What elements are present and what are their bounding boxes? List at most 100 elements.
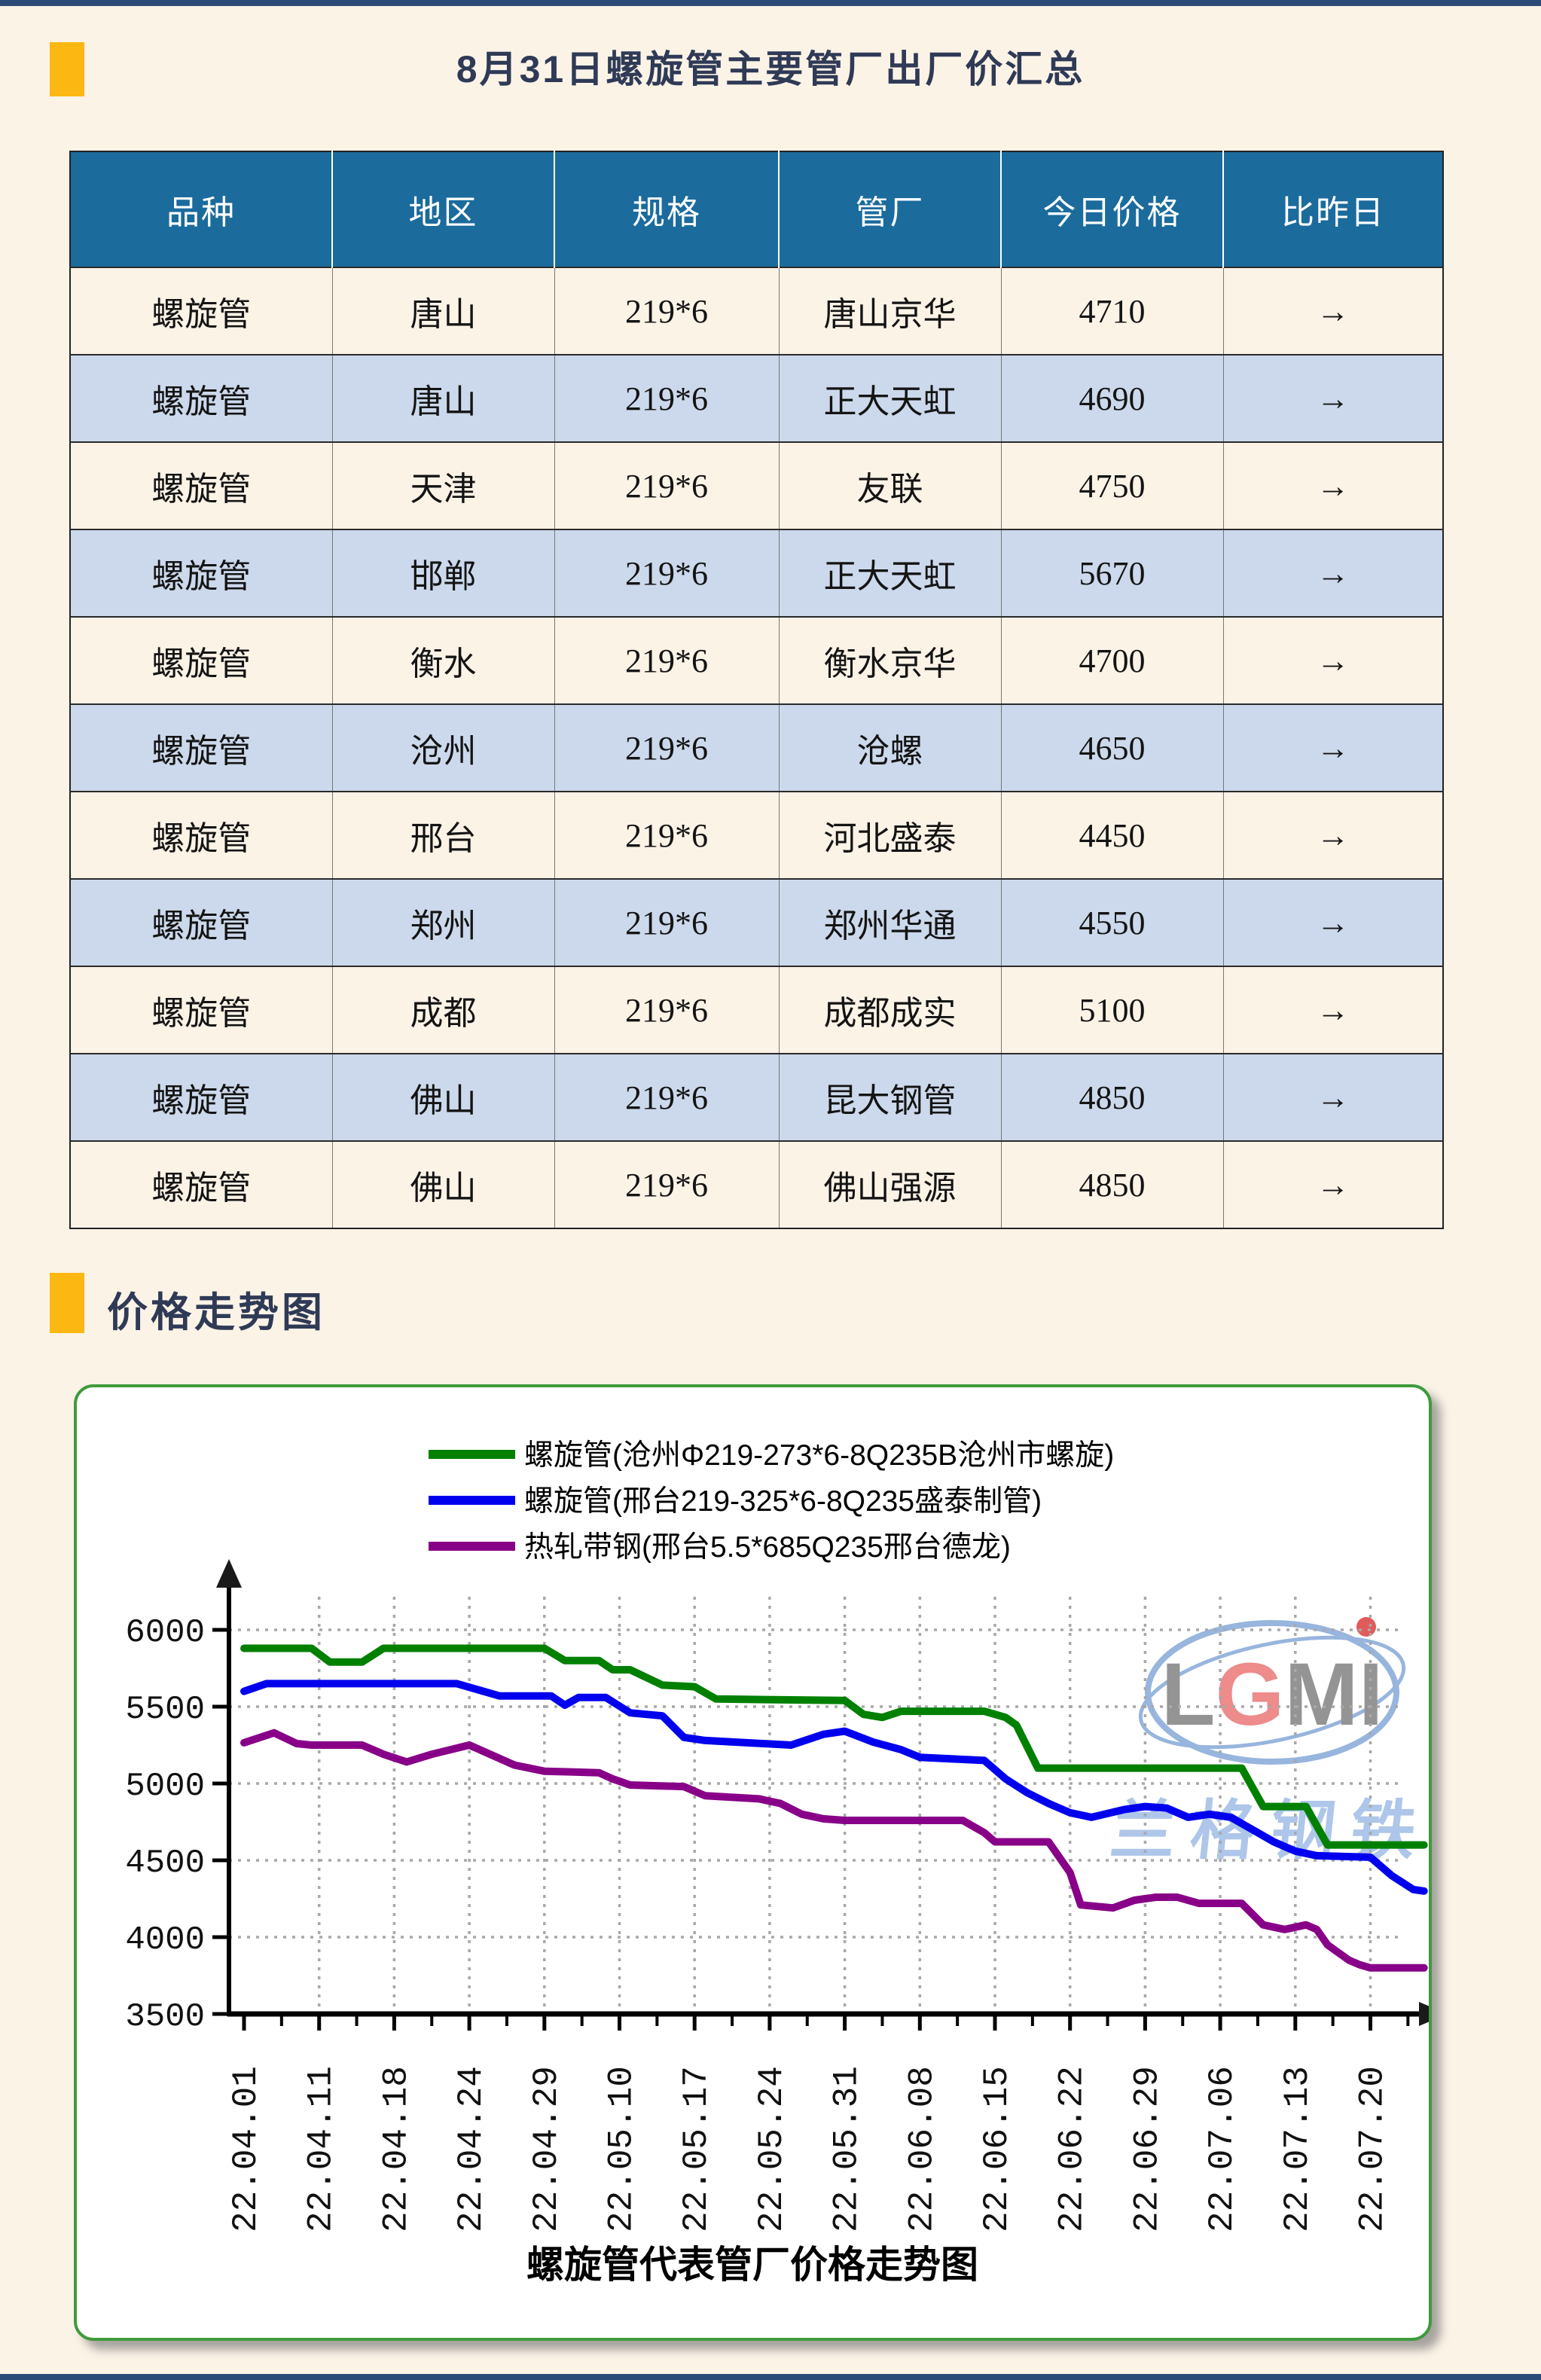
x-axis-tick-label: 22.04.18 <box>377 2066 416 2232</box>
y-axis-tick-label: 3500 <box>125 1998 205 2036</box>
bottom-border-strip <box>0 2374 1541 2380</box>
x-axis-tick-label: 22.05.10 <box>603 2066 642 2232</box>
section-title: 价格走势图 <box>107 1290 325 1335</box>
trend-arrow-cell: → <box>1222 791 1443 879</box>
table-cell: 螺旋管 <box>70 616 332 704</box>
table-cell: 螺旋管 <box>70 878 332 966</box>
table-header-cell: 今日价格 <box>1000 151 1223 267</box>
section-bullet-marker <box>50 1273 84 1333</box>
table-cell: 219*6 <box>554 703 779 792</box>
table-cell: 河北盛泰 <box>778 791 1001 879</box>
table-cell: 5100 <box>1000 966 1223 1054</box>
table-row: 螺旋管 郑州 219*6 郑州华通 4550 → <box>70 878 1443 966</box>
table-cell: 219*6 <box>554 267 779 355</box>
table-row: 螺旋管 佛山 219*6 佛山强源 4850 → <box>70 1140 1443 1228</box>
table-cell: 螺旋管 <box>70 354 332 442</box>
trend-arrow-cell: → <box>1222 1053 1443 1141</box>
trend-arrow-cell: → <box>1222 267 1443 355</box>
table-row: 螺旋管 邢台 219*6 河北盛泰 4450 → <box>70 791 1443 879</box>
table-header-cell: 比昨日 <box>1222 151 1443 267</box>
y-axis-tick-label: 4000 <box>125 1921 205 1959</box>
table-cell: 唐山 <box>331 267 554 355</box>
chart-gridlines <box>229 1597 1402 2012</box>
table-cell: 4750 <box>1000 441 1223 529</box>
table-cell: 4450 <box>1000 791 1223 879</box>
y-axis-tick-label: 5000 <box>125 1768 205 1805</box>
table-row: 螺旋管 佛山 219*6 昆大钢管 4850 → <box>70 1053 1443 1141</box>
table-cell: 4700 <box>1000 616 1223 704</box>
table-cell: 螺旋管 <box>70 267 332 355</box>
table-cell: 郑州 <box>331 878 554 966</box>
chart-panel: LGMI 兰格钢铁 3500 4000 4500 5000 5500 6000 22.04.01… <box>74 1384 1432 2341</box>
x-axis-tick-label: 22.07.06 <box>1203 2066 1242 2232</box>
x-axis-tick-label: 22.07.20 <box>1353 2066 1393 2232</box>
table-cell: 邢台 <box>331 791 554 879</box>
x-axis-tick-label: 22.05.31 <box>828 2066 867 2232</box>
table-cell: 佛山 <box>331 1053 554 1141</box>
table-cell: 219*6 <box>554 791 779 879</box>
series-line <box>240 1680 1428 1895</box>
trend-arrow-cell: → <box>1222 616 1443 704</box>
trend-arrow-cell: → <box>1222 1140 1443 1228</box>
x-axis-tick-label: 22.07.13 <box>1278 2066 1317 2232</box>
trend-arrow-cell: → <box>1222 878 1443 966</box>
top-border-strip <box>0 0 1541 6</box>
table-cell: 成都成实 <box>778 966 1001 1054</box>
table-cell: 219*6 <box>554 616 779 704</box>
x-axis-tick-label: 22.04.11 <box>302 2066 341 2232</box>
table-cell: 唐山京华 <box>778 267 1001 355</box>
price-table-body: 螺旋管 唐山 219*6 唐山京华 4710 → 螺旋管 唐山 219*6 正大天虹 4690 → 螺旋… <box>70 267 1443 1228</box>
table-cell: 沧州 <box>331 703 554 792</box>
y-axis-tick-label: 4500 <box>125 1844 205 1882</box>
table-row: 螺旋管 成都 219*6 成都成实 5100 → <box>70 966 1443 1054</box>
trend-arrow-cell: → <box>1222 354 1443 442</box>
table-cell: 唐山 <box>331 354 554 442</box>
table-cell: 4550 <box>1000 878 1223 966</box>
table-cell: 4650 <box>1000 703 1223 792</box>
chart-title: 螺旋管代表管厂价格走势图 <box>526 2244 978 2286</box>
table-cell: 4850 <box>1000 1053 1223 1141</box>
x-axis-tick-label: 22.05.17 <box>677 2066 716 2232</box>
table-cell: 螺旋管 <box>70 1140 332 1228</box>
table-cell: 219*6 <box>554 354 779 442</box>
x-axis-tick-label: 22.06.15 <box>978 2066 1017 2232</box>
x-axis-tick-label: 22.04.01 <box>227 2066 266 2232</box>
table-cell: 219*6 <box>554 441 779 529</box>
table-cell: 螺旋管 <box>70 703 332 792</box>
table-cell: 成都 <box>331 966 554 1054</box>
table-cell: 正大天虹 <box>778 529 1001 617</box>
chart-legend: 螺旋管(沧州Φ219-273*6-8Q235B沧州市螺旋) 螺旋管(邢台219-3… <box>429 1439 1114 1564</box>
table-cell: 螺旋管 <box>70 966 332 1054</box>
trend-arrow-cell: → <box>1222 966 1443 1054</box>
table-cell: 天津 <box>331 441 554 529</box>
table-cell: 螺旋管 <box>70 1053 332 1141</box>
table-row: 螺旋管 唐山 219*6 唐山京华 4710 → <box>70 267 1443 355</box>
table-row: 螺旋管 天津 219*6 友联 4750 → <box>70 441 1443 529</box>
price-table: 品种 地区 规格 管厂 今日价格 比昨日 螺旋管 唐山 219*6 唐山京华 4710 → 螺旋管 唐山… <box>69 151 1444 1229</box>
table-cell: 219*6 <box>554 1053 779 1141</box>
table-header-cell: 规格 <box>554 151 779 267</box>
title-bullet-marker <box>50 42 84 96</box>
price-table-header: 品种 地区 规格 管厂 今日价格 比昨日 <box>70 151 1443 267</box>
table-cell: 郑州华通 <box>778 878 1001 966</box>
table-cell: 219*6 <box>554 878 779 966</box>
trend-arrow-cell: → <box>1222 529 1443 617</box>
x-axis-tick-label: 22.04.24 <box>452 2066 491 2232</box>
table-cell: 友联 <box>778 441 1001 529</box>
x-axis-tick-label: 22.06.22 <box>1053 2066 1092 2232</box>
lgmi-logo-text: LGMI <box>1161 1645 1384 1744</box>
table-cell: 4850 <box>1000 1140 1223 1228</box>
table-row: 螺旋管 唐山 219*6 正大天虹 4690 → <box>70 354 1443 442</box>
legend-label: 螺旋管(沧州Φ219-273*6-8Q235B沧州市螺旋) <box>524 1439 1114 1472</box>
table-cell: 佛山 <box>331 1140 554 1228</box>
table-cell: 邯郸 <box>331 529 554 617</box>
trend-arrow-cell: → <box>1222 703 1443 792</box>
table-cell: 螺旋管 <box>70 529 332 617</box>
trend-arrow-cell: → <box>1222 441 1443 529</box>
table-cell: 螺旋管 <box>70 441 332 529</box>
table-header-row: 品种 地区 规格 管厂 今日价格 比昨日 <box>70 151 1443 267</box>
table-row: 螺旋管 衡水 219*6 衡水京华 4700 → <box>70 616 1443 704</box>
